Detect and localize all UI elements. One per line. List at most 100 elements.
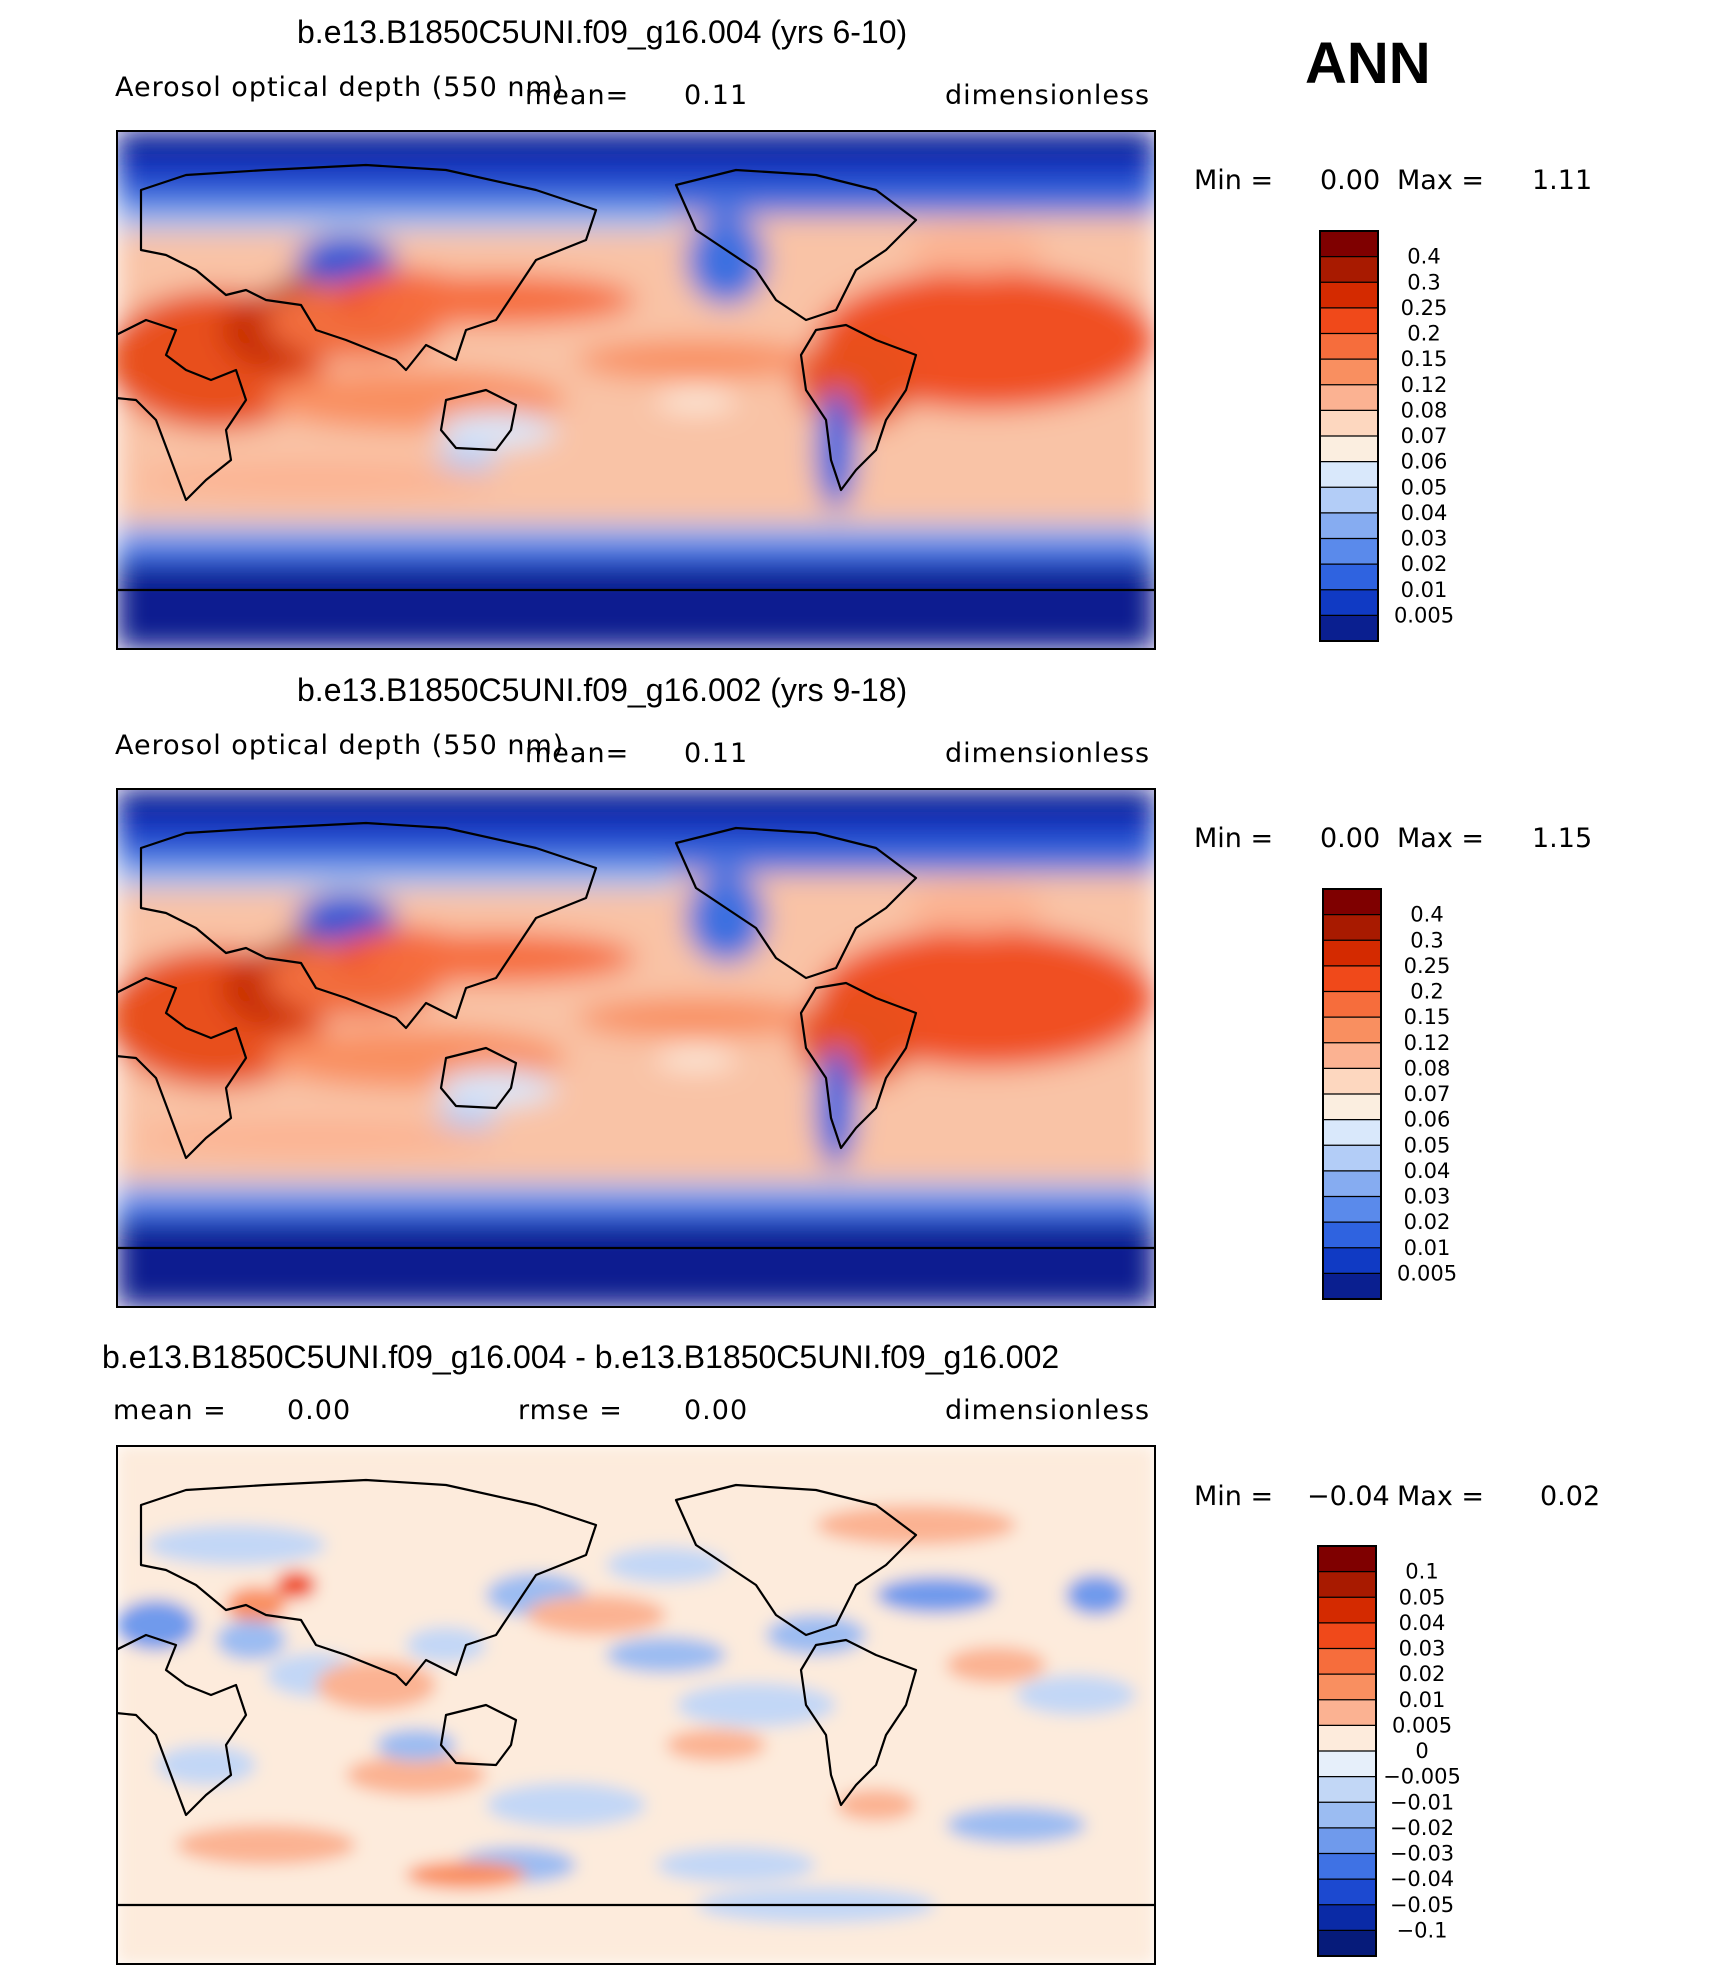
colorbar-swatch: [1318, 1674, 1376, 1701]
colorbar-case-002: 0.40.30.250.20.150.120.080.070.060.050.0…: [1322, 888, 1457, 1300]
colorbar-swatch: [1323, 1094, 1381, 1121]
colorbar-tick-label: 0.03: [1401, 527, 1448, 551]
colorbar-swatch: [1323, 1145, 1381, 1172]
coastline: [139, 163, 598, 372]
colorbar-tick-label: 0.08: [1401, 398, 1448, 422]
colorbar-tick-label: 0.12: [1401, 373, 1448, 397]
panel-1-min-value: 0.00: [1320, 165, 1381, 196]
colorbar-tick-label: 0.1: [1405, 1560, 1438, 1584]
colorbar-tick-label: 0.06: [1404, 1108, 1451, 1132]
colorbar-tick-label: 0.3: [1407, 270, 1440, 294]
colorbar-swatch: [1320, 512, 1378, 540]
coastline: [799, 323, 918, 492]
panel-1-mean-value: 0.11: [684, 80, 749, 111]
colorbar-swatch: [1323, 889, 1381, 916]
panel-2-mean-label: mean=: [525, 738, 630, 769]
colorbar-swatch: [1320, 564, 1378, 591]
panel-3-rmse-value: 0.00: [684, 1395, 749, 1426]
colorbar-swatch: [1323, 965, 1381, 993]
colorbar-swatch: [1320, 538, 1378, 565]
panel-2-units: dimensionless: [945, 738, 1151, 769]
colorbar-swatch: [1323, 1068, 1381, 1095]
colorbar-swatch: [1323, 1196, 1381, 1223]
colorbar-swatch: [1318, 1725, 1376, 1752]
colorbar-tick-label: −0.02: [1390, 1816, 1454, 1840]
panel-3-max-value: 0.02: [1540, 1481, 1601, 1512]
colorbar-tick-label: 0.3: [1410, 928, 1443, 952]
coastline: [116, 318, 248, 502]
map-frame: [116, 130, 1156, 650]
coastline: [116, 976, 248, 1160]
colorbar-frame: [1319, 230, 1379, 642]
colorbar-tick-label: 0.04: [1399, 1611, 1446, 1635]
coastline: [116, 1246, 1156, 1308]
colorbar-swatch: [1320, 359, 1378, 386]
colorbar-swatch: [1318, 1930, 1376, 1957]
panel-3-rmse-label: rmse =: [518, 1395, 623, 1426]
colorbar-tick-label: −0.04: [1390, 1867, 1454, 1891]
colorbar-tick-label: 0.02: [1404, 1210, 1451, 1234]
colorbar-tick-label: 0.005: [1397, 1261, 1457, 1285]
colorbar-swatch: [1320, 487, 1378, 514]
coastline: [139, 821, 598, 1030]
colorbar-tick-label: 0: [1415, 1739, 1428, 1763]
colorbar-swatch: [1320, 333, 1378, 360]
colorbar-tick-label: −0.1: [1397, 1918, 1448, 1942]
colorbar-swatch: [1318, 1546, 1376, 1573]
colorbar-swatch: [1318, 1571, 1376, 1598]
colorbar-swatch: [1318, 1776, 1376, 1803]
panel-2-min-value: 0.00: [1320, 823, 1381, 854]
colorbar-frame: [1322, 888, 1382, 1300]
colorbar-swatch: [1323, 1042, 1381, 1069]
colorbar-tick-label: 0.01: [1399, 1688, 1446, 1712]
colorbar-swatch: [1318, 1904, 1376, 1931]
panel-1-units: dimensionless: [945, 80, 1151, 111]
panel-2-variable: Aerosol optical depth (550 nm): [115, 730, 565, 761]
coastline: [116, 1903, 1156, 1965]
panel-3-mean-value: 0.00: [287, 1395, 352, 1426]
coastline: [116, 1633, 248, 1817]
colorbar-tick-label: 0.04: [1401, 501, 1448, 525]
coastline: [139, 1478, 598, 1687]
season-label: ANN: [1305, 31, 1431, 96]
colorbar-tick-label: −0.005: [1383, 1765, 1461, 1789]
colorbar-swatch: [1323, 1222, 1381, 1249]
colorbar-swatch: [1323, 1273, 1381, 1300]
colorbar-tick-label: 0.05: [1401, 475, 1448, 499]
colorbar-tick-label: 0.4: [1407, 245, 1440, 269]
aod-difference-map: [116, 1445, 1156, 1965]
colorbar-tick-label: −0.03: [1390, 1842, 1454, 1866]
map-field: [116, 130, 1156, 650]
panel-1-variable: Aerosol optical depth (550 nm): [115, 72, 565, 103]
coastline: [674, 1483, 918, 1637]
colorbar-swatch: [1318, 1699, 1376, 1726]
coastline: [799, 981, 918, 1150]
colorbar-swatch: [1323, 940, 1381, 967]
colorbar-swatch: [1320, 410, 1378, 437]
map-field: [116, 788, 1156, 1308]
colorbar-swatch: [1323, 1170, 1381, 1198]
colorbar-tick-label: 0.07: [1401, 424, 1448, 448]
panel-1-mean-label: mean=: [525, 80, 630, 111]
coastline: [799, 1638, 918, 1807]
colorbar-swatch: [1318, 1802, 1376, 1829]
panel-2-title: b.e13.B1850C5UNI.f09_g16.002 (yrs 9-18): [297, 672, 908, 708]
colorbar-tick-label: 0.08: [1404, 1056, 1451, 1080]
coastline: [116, 588, 1156, 650]
coastlines: [116, 1478, 1156, 1965]
colorbar-tick-label: 0.01: [1401, 578, 1448, 602]
colorbar-swatch: [1323, 1247, 1381, 1274]
coastlines: [116, 163, 1156, 650]
colorbar-swatch: [1318, 1751, 1376, 1778]
colorbar-tick-label: 0.005: [1392, 1713, 1452, 1737]
colorbar-tick-label: 0.01: [1404, 1236, 1451, 1260]
panel-3-title: b.e13.B1850C5UNI.f09_g16.004 - b.e13.B18…: [102, 1339, 1060, 1375]
panel-1-max-value: 1.11: [1532, 165, 1593, 196]
coastline: [674, 826, 918, 980]
panel-3-min-label: Min =: [1194, 1481, 1274, 1512]
panel-2-max-value: 1.15: [1532, 823, 1593, 854]
colorbar-tick-label: 0.03: [1399, 1637, 1446, 1661]
colorbar-case-004: 0.40.30.250.20.150.120.080.070.060.050.0…: [1319, 230, 1454, 642]
colorbar-tick-label: 0.15: [1404, 1005, 1451, 1029]
panel-3-max-label: Max =: [1397, 1481, 1485, 1512]
